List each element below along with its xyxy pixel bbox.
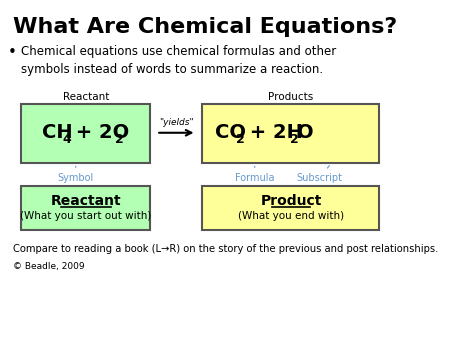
Text: © Beadle, 2009: © Beadle, 2009 <box>13 262 85 271</box>
Text: 2: 2 <box>236 133 245 146</box>
Text: (What you end with): (What you end with) <box>238 211 344 221</box>
Text: + 2O: + 2O <box>69 123 129 142</box>
Text: Reactant: Reactant <box>63 92 109 102</box>
Text: "yields": "yields" <box>159 119 194 127</box>
FancyBboxPatch shape <box>202 186 379 230</box>
FancyBboxPatch shape <box>21 186 150 230</box>
Text: Products: Products <box>268 92 314 102</box>
Text: + 2H: + 2H <box>243 123 302 142</box>
Text: O: O <box>297 123 314 142</box>
Text: 4: 4 <box>63 133 71 146</box>
Text: 2: 2 <box>290 133 299 146</box>
Text: CH: CH <box>42 123 72 142</box>
Text: (What you start out with): (What you start out with) <box>20 211 152 221</box>
Text: Chemical equations use chemical formulas and other
symbols instead of words to s: Chemical equations use chemical formulas… <box>21 45 337 76</box>
Text: CO: CO <box>215 123 246 142</box>
Text: Symbol: Symbol <box>58 166 94 183</box>
Text: What Are Chemical Equations?: What Are Chemical Equations? <box>13 17 398 37</box>
FancyBboxPatch shape <box>21 104 150 163</box>
Text: •: • <box>8 45 16 60</box>
Text: Subscript: Subscript <box>296 165 342 183</box>
Text: 2: 2 <box>115 133 124 146</box>
Text: Product: Product <box>260 195 322 208</box>
Text: Compare to reading a book (L→R) on the story of the previous and post relationsh: Compare to reading a book (L→R) on the s… <box>13 245 439 255</box>
Text: Reactant: Reactant <box>51 195 121 208</box>
Text: Formula: Formula <box>235 166 274 183</box>
FancyBboxPatch shape <box>202 104 379 163</box>
